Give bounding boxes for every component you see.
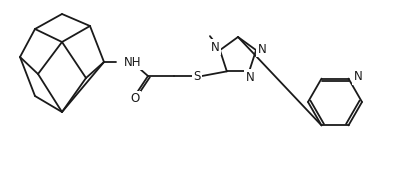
Text: NH: NH: [124, 56, 142, 69]
Text: N: N: [246, 71, 254, 84]
Text: N: N: [210, 41, 219, 54]
Text: O: O: [130, 93, 140, 105]
Text: S: S: [193, 69, 201, 82]
Text: N: N: [258, 43, 266, 56]
Text: N: N: [354, 70, 362, 83]
